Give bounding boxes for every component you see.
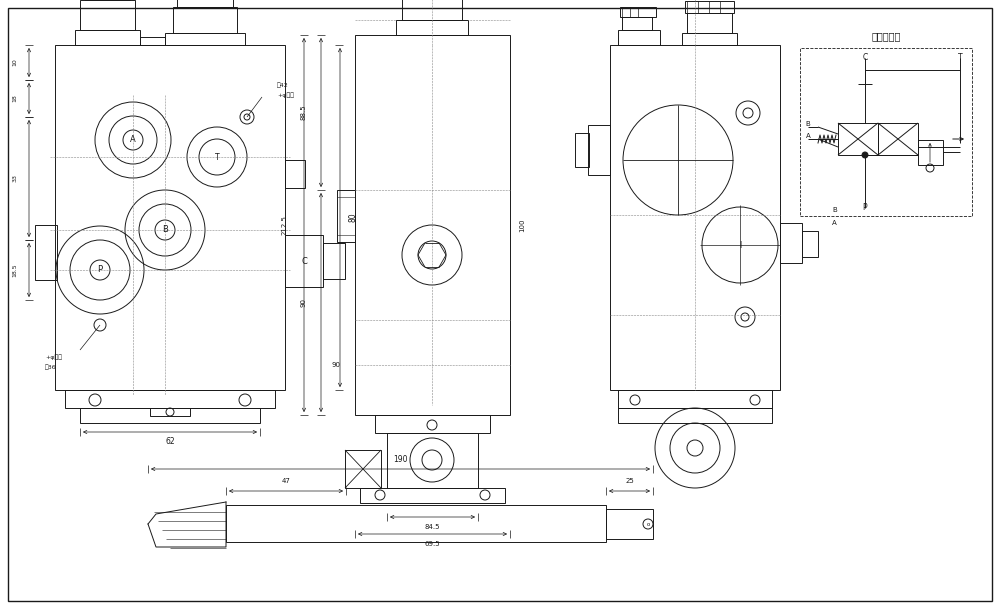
Bar [80, 0, 135, 30]
Text: 25: 25 [625, 478, 634, 484]
Text: 190: 190 [393, 454, 408, 463]
Text: 84.5: 84.5 [425, 524, 440, 530]
Text: A: A [130, 135, 136, 144]
Bar [140, 37, 165, 45]
Bar [226, 505, 606, 542]
Bar [588, 125, 610, 175]
Text: 100: 100 [519, 218, 525, 232]
Bar [682, 33, 737, 45]
Bar [173, 7, 237, 33]
Text: B: B [162, 225, 168, 234]
Text: C: C [862, 54, 868, 63]
Bar [337, 190, 355, 242]
Bar [375, 415, 490, 433]
Text: 18: 18 [12, 94, 18, 102]
Bar [75, 30, 140, 45]
Bar [622, 17, 652, 30]
Bar [687, 13, 732, 33]
Text: 88.5: 88.5 [300, 105, 306, 121]
Text: 深36: 深36 [45, 364, 57, 370]
Text: 33: 33 [12, 175, 18, 183]
Text: B: B [806, 121, 810, 127]
Bar [360, 488, 505, 503]
Bar [285, 160, 305, 188]
Text: 10: 10 [12, 58, 18, 66]
Bar [620, 7, 656, 17]
Text: 62: 62 [165, 437, 175, 446]
Bar [345, 450, 381, 488]
Circle shape [862, 152, 868, 158]
Bar [355, 35, 510, 415]
Bar [838, 123, 878, 155]
Text: A: A [832, 220, 837, 226]
Bar [618, 30, 660, 45]
Bar [177, 0, 233, 7]
Text: o: o [646, 521, 650, 527]
Bar [323, 243, 345, 279]
Text: C: C [301, 256, 307, 266]
Bar [878, 123, 918, 155]
Bar [285, 235, 323, 287]
Text: T: T [215, 152, 219, 161]
Text: 69.5: 69.5 [425, 541, 440, 547]
Text: 深42: 深42 [277, 82, 289, 88]
Bar [35, 225, 57, 280]
Text: +φ螺孔: +φ螺孔 [277, 92, 294, 98]
Text: 90: 90 [300, 298, 306, 307]
Bar [55, 45, 285, 390]
Bar [387, 433, 478, 488]
Text: T: T [958, 54, 962, 63]
Bar [402, 0, 462, 20]
Bar [575, 133, 589, 167]
Bar [918, 140, 943, 165]
Text: 90: 90 [331, 362, 340, 368]
Text: +φ螺孔: +φ螺孔 [45, 354, 62, 360]
Bar [165, 33, 245, 45]
Bar [606, 509, 653, 539]
Bar [780, 223, 802, 263]
Bar [802, 231, 818, 257]
Bar [80, 408, 260, 423]
Text: 47: 47 [282, 478, 290, 484]
Text: B: B [832, 207, 837, 213]
Bar [610, 45, 780, 390]
Bar [618, 408, 772, 423]
Bar [800, 48, 972, 216]
Text: l: l [739, 241, 741, 250]
Bar [150, 408, 190, 416]
Bar [396, 20, 468, 35]
Bar [618, 390, 772, 408]
Text: P: P [97, 266, 103, 275]
Text: 212.5: 212.5 [282, 215, 288, 235]
Bar [65, 390, 275, 408]
Text: 液压原理图: 液压原理图 [871, 31, 901, 41]
Text: 80: 80 [349, 213, 358, 222]
Text: A: A [806, 133, 810, 139]
Bar [685, 1, 734, 13]
Text: P: P [863, 203, 867, 213]
Text: 18.5: 18.5 [12, 263, 18, 277]
